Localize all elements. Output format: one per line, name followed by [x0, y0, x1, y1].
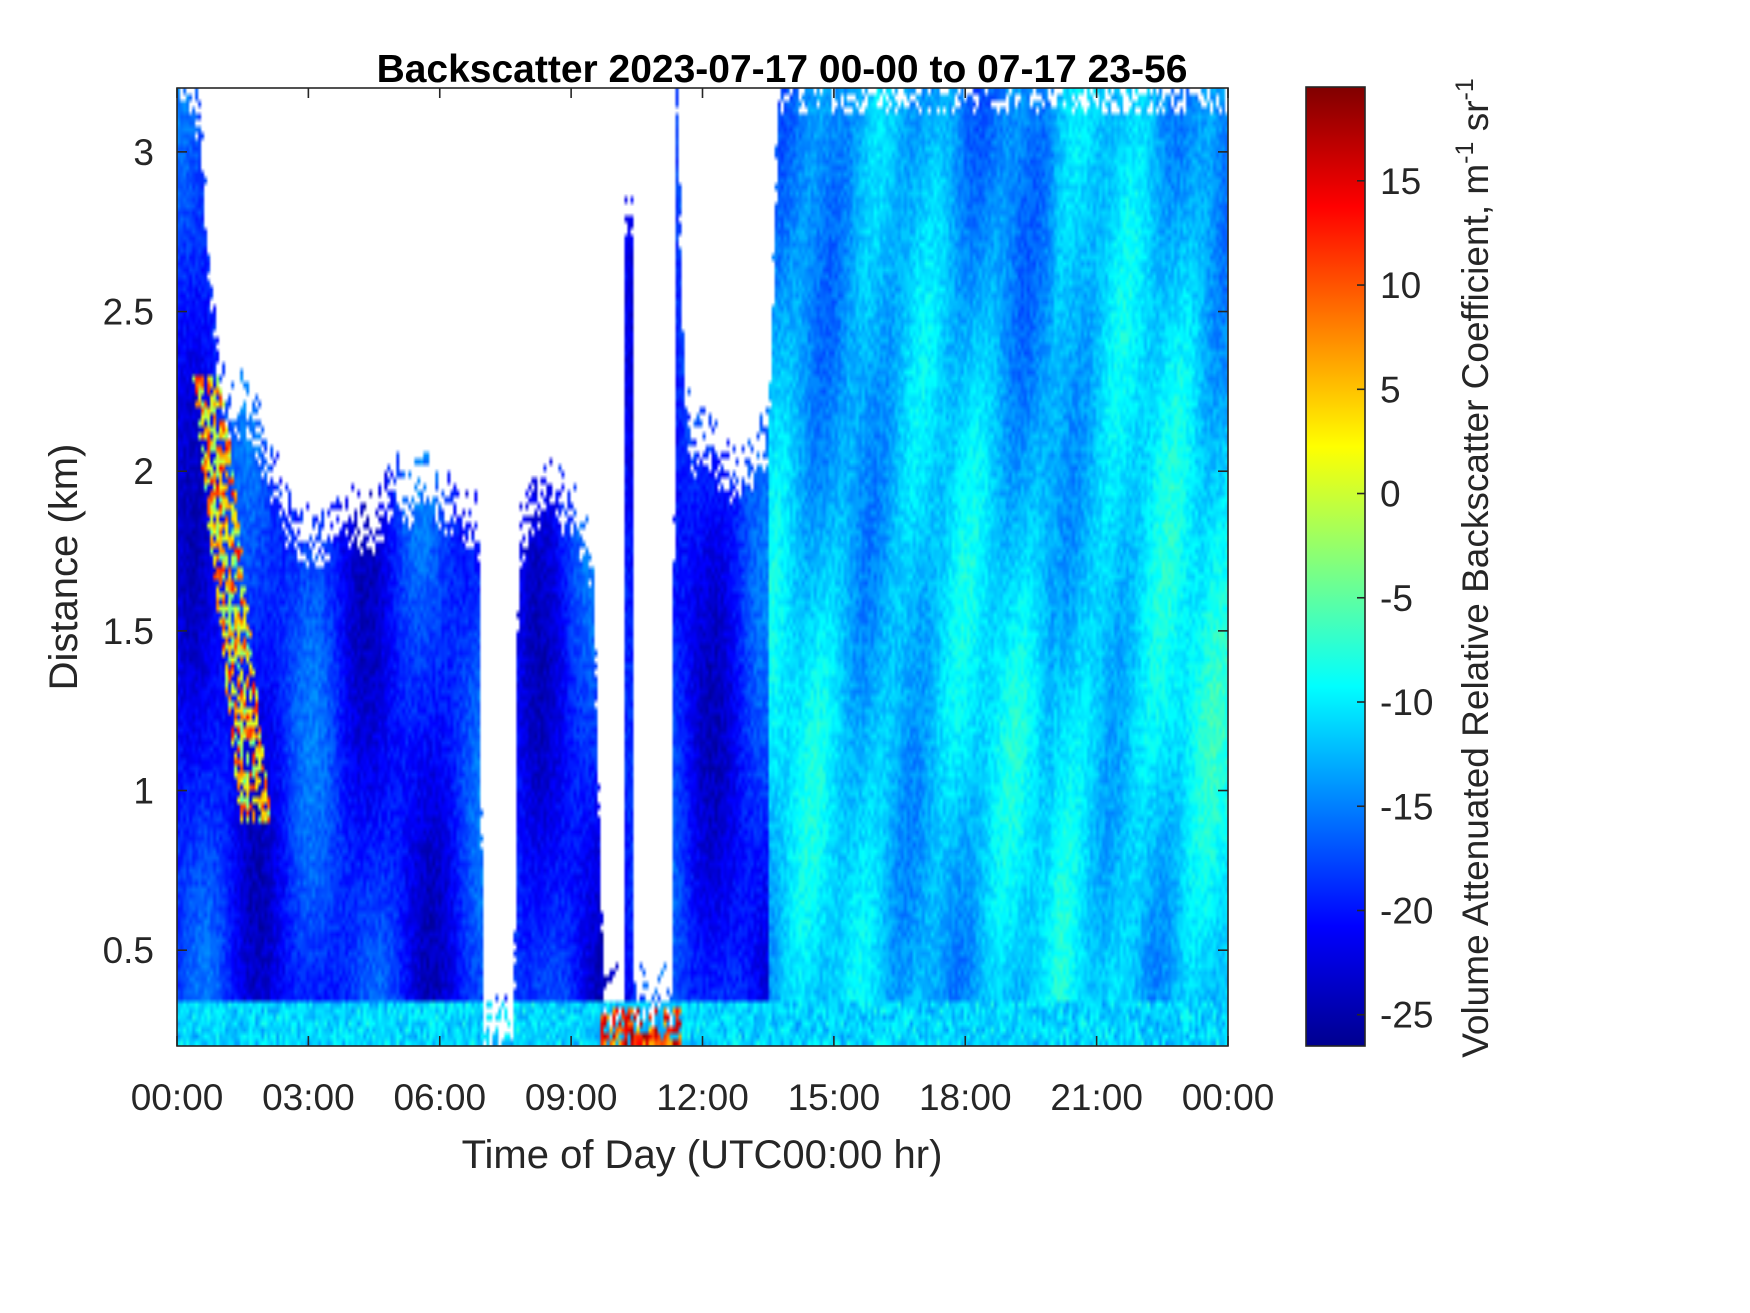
- colorbar-tick-label: -25: [1380, 995, 1433, 1036]
- x-tick-label: 06:00: [393, 1077, 486, 1118]
- x-axis: 00:00 03:00 06:00 09:00 12:00 15:00 18:00 21:00…: [131, 88, 1275, 1118]
- colorbar: -25 -20 -15 -10 -5 0 5 10 15 Volume Attenuated R…: [1305, 78, 1496, 1058]
- colorbar-tick-label: -15: [1380, 786, 1433, 827]
- y-tick-label: 1.5: [103, 611, 154, 652]
- colorbar-tick-label: -10: [1380, 682, 1433, 723]
- colorbar-tick-label: 10: [1380, 265, 1421, 306]
- x-axis-label: Time of Day (UTC00:00 hr): [462, 1133, 943, 1177]
- x-tick-label: 18:00: [919, 1077, 1012, 1118]
- x-tick-label: 09:00: [525, 1077, 618, 1118]
- chart-title: Backscatter 2023-07-17 00-00 to 07-17 23…: [377, 48, 1188, 91]
- colorbar-label-sup2: -1: [1451, 78, 1479, 100]
- x-tick-label: 00:00: [1182, 1077, 1275, 1118]
- y-tick-label: 0.5: [103, 930, 154, 971]
- colorbar-ticks: -25 -20 -15 -10 -5 0 5 10 15: [1357, 161, 1433, 1036]
- y-axis: 0.5 1 1.5 2 2.5 3: [103, 132, 1228, 971]
- x-tick-label: 21:00: [1050, 1077, 1143, 1118]
- y-axis-label: Distance (km): [42, 444, 86, 691]
- heatmap-image: [177, 88, 1228, 1046]
- y-tick-label: 2: [133, 451, 154, 492]
- y-tick-label: 3: [133, 132, 154, 173]
- colorbar-label-mid: sr: [1455, 100, 1496, 141]
- x-tick-label: 03:00: [262, 1077, 355, 1118]
- x-tick-label: 12:00: [656, 1077, 749, 1118]
- colorbar-label-main: Volume Attenuated Relative Backscatter C…: [1455, 164, 1496, 1058]
- colorbar-label: Volume Attenuated Relative Backscatter C…: [1451, 78, 1496, 1058]
- colorbar-tick-label: -20: [1380, 890, 1433, 931]
- colorbar-tick-label: 0: [1380, 474, 1401, 515]
- colorbar-tick-label: 5: [1380, 369, 1401, 410]
- colorbar-tick-label: 15: [1380, 161, 1421, 202]
- colorbar-tick-label: -5: [1380, 578, 1413, 619]
- colorbar-label-sup1: -1: [1451, 142, 1479, 164]
- heatmap-plot-area: [177, 88, 1228, 1046]
- x-tick-label: 00:00: [131, 1077, 224, 1118]
- colorbar-gradient: [1305, 86, 1366, 1047]
- x-tick-label: 15:00: [788, 1077, 881, 1118]
- plot-box: [176, 87, 1229, 1047]
- y-tick-label: 2.5: [103, 292, 154, 333]
- y-tick-label: 1: [133, 771, 154, 812]
